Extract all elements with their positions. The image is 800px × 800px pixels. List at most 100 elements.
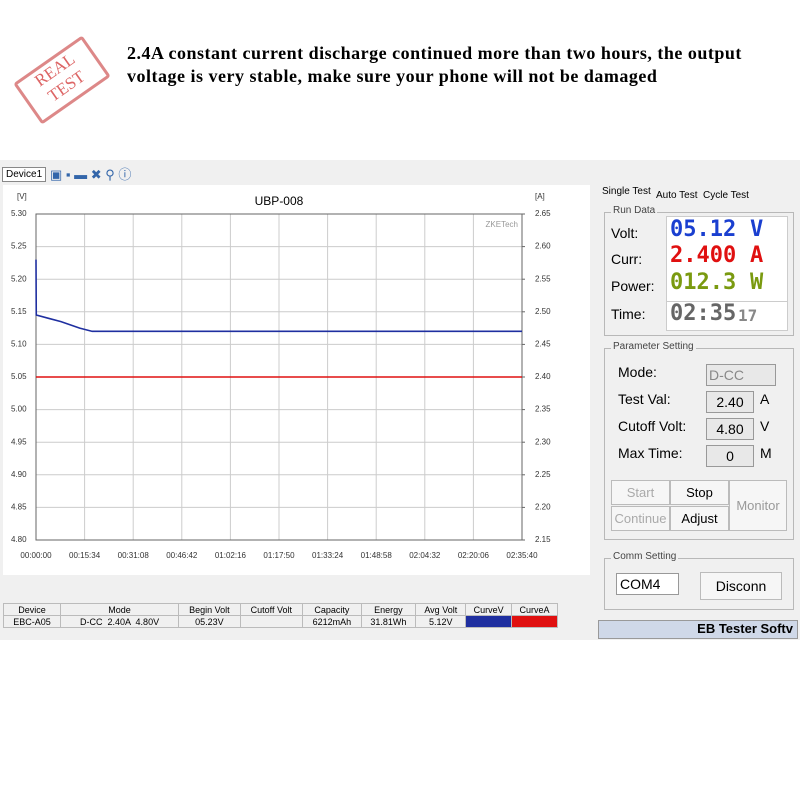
disconnect-button[interactable]: Disconn <box>700 572 782 600</box>
toolbar-icons[interactable]: ▣ ▪ ▬ ✖ ⚲ ⓘ <box>50 167 132 182</box>
x-tick-label: 00:00:00 <box>20 551 52 560</box>
y-tick-label: 5.30 <box>11 209 27 218</box>
x-tick-label: 01:17:50 <box>263 551 295 560</box>
column-header: Cutoff Volt <box>239 603 304 616</box>
result-table: Device Mode Begin Volt Cutoff Volt Capacity E… <box>3 603 558 628</box>
time-box <box>666 301 788 331</box>
param-input[interactable]: 2.40 <box>706 391 754 413</box>
y-tick-label: 5.15 <box>11 307 27 316</box>
stop-button[interactable]: Stop <box>670 480 729 505</box>
lcd-value: 012.3 <box>670 270 737 295</box>
stamp: REAL TEST <box>13 35 111 125</box>
chart: UBP-008 [V] [A] ZKETech 4.80 4.85 4.90 4.95… <box>3 185 590 575</box>
group-title: Run Data <box>611 205 658 216</box>
y-tick-label: 5.25 <box>11 242 27 251</box>
status-bar: EB Tester Softv <box>598 620 798 639</box>
y-tick-label: 5.20 <box>11 274 27 283</box>
x-tick-label: 00:31:08 <box>118 551 150 560</box>
cell: EBC-A05 <box>3 615 61 628</box>
x-tick-label: 00:46:42 <box>166 551 198 560</box>
param-label: Max Time: <box>618 445 683 461</box>
chart-bg <box>3 185 590 575</box>
parameter-group: Parameter Setting <box>604 341 794 540</box>
curve-a-swatch <box>511 615 558 628</box>
y-tick-label: 5.05 <box>11 372 27 381</box>
y-tick-label: 5.00 <box>11 405 27 414</box>
param-label: Test Val: <box>618 391 671 407</box>
watermark: ZKETech <box>486 220 518 229</box>
param-label: Cutoff Volt: <box>618 418 687 434</box>
param-input[interactable]: 0 <box>706 445 754 467</box>
param-input[interactable]: 4.80 <box>706 418 754 440</box>
cell <box>239 615 304 628</box>
y2-tick-label: 2.45 <box>535 340 551 349</box>
table-row: EBC-A05 D-CC 2.40A 4.80V 05.23V 6212mAh … <box>3 615 558 628</box>
comm-group: Comm Setting <box>604 551 794 610</box>
heading: 2.4A constant current discharge continue… <box>127 43 742 86</box>
start-button[interactable]: Start <box>611 480 670 505</box>
run-label: Curr: <box>611 251 643 267</box>
y-tick-label: 5.10 <box>11 340 27 349</box>
column-header: CurveA <box>511 603 558 616</box>
tab-cycle[interactable]: Cycle Test <box>703 190 749 201</box>
lcd-unit: A <box>750 243 764 268</box>
mode-select[interactable]: D-CC <box>706 364 776 386</box>
y-axis-label: [V] <box>17 192 27 201</box>
x-tick-label: 02:04:32 <box>409 551 441 560</box>
y2-tick-label: 2.30 <box>535 437 551 446</box>
y2-tick-label: 2.20 <box>535 503 551 512</box>
cell: 5.12V <box>415 615 467 628</box>
column-header: Energy <box>360 603 417 616</box>
x-tick-label: 02:35:40 <box>506 551 538 560</box>
run-label: Power: <box>611 278 655 294</box>
chart-title: UBP-008 <box>255 194 304 208</box>
lcd-unit: W <box>750 270 764 295</box>
curve-v-swatch <box>465 615 513 628</box>
series-line <box>35 259 522 333</box>
x-tick-label: 01:02:16 <box>215 551 247 560</box>
continue-button[interactable]: Continue <box>611 506 670 531</box>
y-tick-label: 4.80 <box>11 535 27 544</box>
group-title: Parameter Setting <box>611 341 696 352</box>
param-unit: A <box>760 391 770 407</box>
cell: 31.81Wh <box>360 615 417 628</box>
column-header: Avg Volt <box>415 603 467 616</box>
cell: D-CC 2.40A 4.80V <box>59 615 180 628</box>
y2-tick-label: 2.15 <box>535 535 551 544</box>
column-header: CurveV <box>465 603 513 616</box>
y-tick-label: 4.90 <box>11 470 27 479</box>
monitor-button[interactable]: Monitor <box>729 480 787 531</box>
tab-single[interactable]: Single Test <box>602 186 651 197</box>
column-header: Begin Volt <box>178 603 241 616</box>
y2-tick-label: 2.60 <box>535 242 551 251</box>
column-header: Capacity <box>302 603 362 616</box>
x-tick-label: 02:20:06 <box>458 551 490 560</box>
x-tick-label: 01:33:24 <box>312 551 344 560</box>
y2-axis-label: [A] <box>535 192 545 201</box>
column-header: Mode <box>59 603 180 616</box>
param-unit: M <box>760 445 772 461</box>
lcd-value: 2.400 <box>670 243 737 268</box>
group-title: Comm Setting <box>611 551 679 562</box>
adjust-button[interactable]: Adjust <box>670 506 729 531</box>
run-label: Time: <box>611 306 646 322</box>
param-label: Mode: <box>618 364 657 380</box>
port-select[interactable]: COM4 <box>616 573 679 595</box>
y2-tick-label: 2.40 <box>535 372 551 381</box>
column-header: Device <box>3 603 61 616</box>
cell: 6212mAh <box>302 615 362 628</box>
cell: 05.23V <box>178 615 241 628</box>
tab-auto[interactable]: Auto Test <box>656 190 698 201</box>
x-tick-label: 00:15:34 <box>69 551 101 560</box>
lcd-time: 02:35 <box>670 301 737 326</box>
device-tab[interactable]: Device1 <box>2 167 47 182</box>
y2-tick-label: 2.55 <box>535 274 551 283</box>
y2-tick-label: 2.25 <box>535 470 551 479</box>
y2-tick-label: 2.50 <box>535 307 551 316</box>
table-header: Device Mode Begin Volt Cutoff Volt Capacity E… <box>3 603 558 616</box>
lcd-seconds: 17 <box>738 306 758 325</box>
y-tick-label: 4.85 <box>11 503 27 512</box>
y2-tick-label: 2.65 <box>535 209 551 218</box>
y2-tick-label: 2.35 <box>535 405 551 414</box>
